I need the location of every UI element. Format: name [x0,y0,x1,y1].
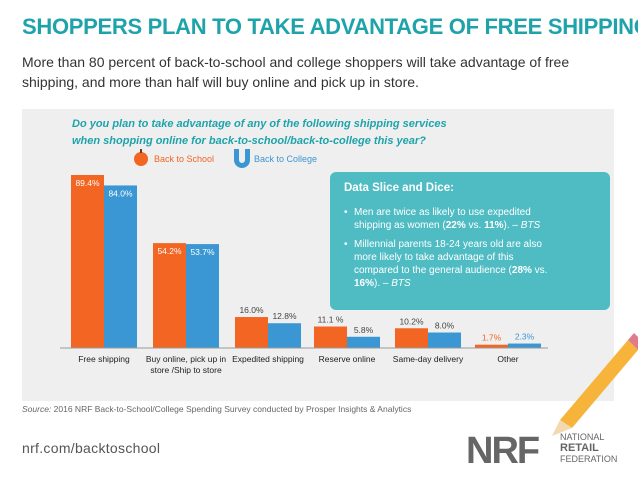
legend-icon [234,149,250,168]
logo-text: NATIONAL RETAIL FEDERATION [560,432,617,465]
text: 16% [354,278,375,289]
callout-box: Data Slice and Dice: Men are twice as li… [330,172,610,310]
source: Source: 2016 NRF Back-to-School/College … [22,404,411,414]
pencil [552,333,638,436]
x-tick-label: Expedited shipping [232,354,304,364]
legend-label: Back to School [154,154,214,164]
text: 11% [484,220,504,231]
bar [428,332,461,348]
text: 22% [445,220,466,231]
value-label: 12.8% [272,311,297,321]
value-label: 8.0% [435,321,455,331]
x-tick-label: Other [497,354,519,364]
logo-line: NATIONAL [560,432,605,442]
title: SHOPPERS PLAN TO TAKE ADVANTAGE OF FREE … [22,14,638,39]
bar [508,343,541,348]
subtitle: More than 80 percent of back-to-school a… [22,54,570,90]
bar [314,326,347,348]
text: BTS [520,220,541,231]
text: ). – [503,220,521,231]
callout-title: Data Slice and Dice: [344,182,454,194]
bar [395,328,428,348]
value-label: 1.7% [482,333,502,343]
bar [153,243,186,348]
x-tick-label: Buy online, pick up in store /Ship to st… [145,354,227,375]
bar [268,323,301,348]
legend-icon [134,152,148,166]
value-label: 54.2% [157,246,182,256]
bar [71,175,104,348]
value-label: 16.0% [239,305,264,315]
x-tick-label: Free shipping [78,354,130,364]
bar [235,317,268,348]
value-label: 84.0% [108,188,133,198]
value-label: 89.4% [75,178,100,188]
text: Millennial parents 18-24 years old are a… [354,239,542,276]
value-label: 10.2% [399,316,424,326]
source-text: 2016 NRF Back-to-School/College Spending… [51,404,412,414]
text: vs. [531,265,548,276]
logo-line: RETAIL [560,442,599,454]
value-label: 2.3% [515,332,535,342]
text: vs. [465,220,485,231]
source-label: Source: [22,404,52,414]
legend-icon [140,149,142,153]
x-tick-label: Reserve online [318,354,376,364]
value-label: 5.8% [354,325,374,335]
logo-line: FEDERATION [560,454,618,464]
bar [186,244,219,348]
text: 28% [511,265,532,276]
footer-url: nrf.com/backtoschool [22,440,161,456]
bar [475,344,508,348]
legend-label: Back to College [254,154,317,164]
x-tick-label: Same-day delivery [392,354,464,364]
callout-bullet: Men are twice as likely to use expedited… [344,206,554,232]
value-label: 53.7% [190,247,215,257]
bar [104,185,137,348]
text: ). – [374,278,392,289]
logo: NRF [466,430,540,472]
chart-title: Do you plan to take advantage of any of … [72,118,447,147]
bar [347,336,380,348]
text: Men are twice as likely to use expedited… [354,207,531,231]
callout-bullet: Millennial parents 18-24 years old are a… [344,238,554,290]
value-label: 11.1 % [318,315,344,325]
text: BTS [391,278,411,289]
